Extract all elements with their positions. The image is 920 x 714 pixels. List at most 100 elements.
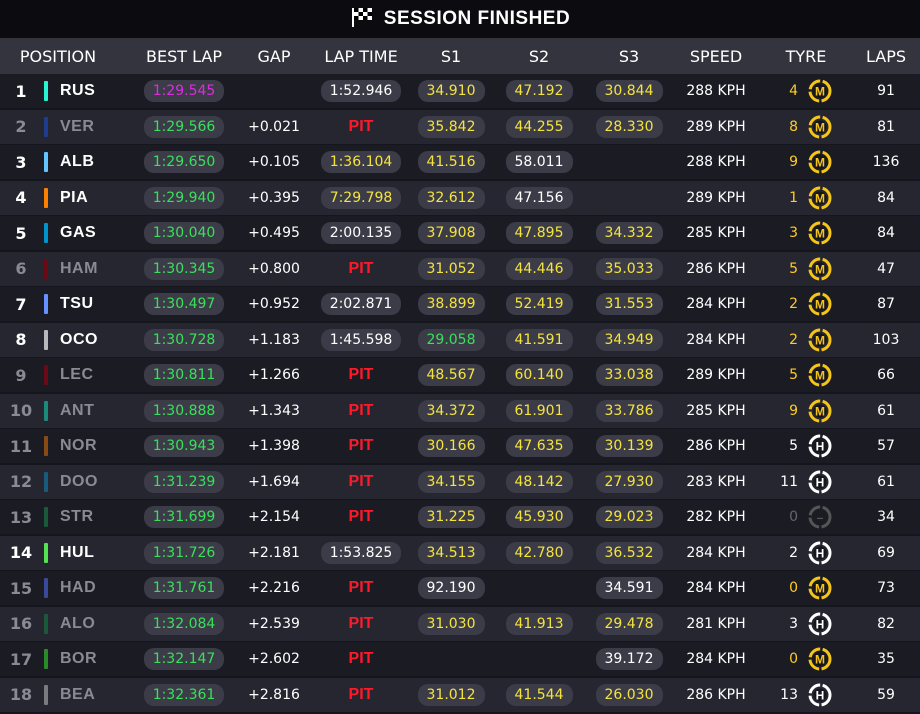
table-row[interactable]: 14 HUL 1:31.726 +2.181 1:53.825 34.513 42.780 3…: [0, 535, 920, 570]
sector-s1-value: 34.372: [417, 399, 485, 422]
sector-s1-cell: 31.225: [412, 500, 490, 534]
laps-count: 61: [877, 402, 895, 419]
lap-time-value: 1:52.946: [320, 80, 402, 102]
table-row[interactable]: 3 ALB 1:29.650 +0.105 1:36.104 41.516 58.011 28…: [0, 145, 920, 179]
table-row[interactable]: 13 STR 1:31.699 +2.154 PIT 31.225 45.930 29.023…: [0, 500, 920, 534]
best-lap-value: 1:30.888: [143, 399, 225, 422]
table-row[interactable]: 6 HAM 1:30.345 +0.800 PIT 31.052 44.446 35.033 2…: [0, 251, 920, 286]
sector-s1-value: 48.567: [417, 364, 485, 386]
sector-s2-value: 44.446: [505, 257, 573, 280]
table-row[interactable]: 15 HAD 1:31.761 +2.216 PIT 92.190 34.591 284 KP…: [0, 571, 920, 605]
lap-time-cell: PIT: [322, 642, 400, 676]
table-row[interactable]: 17 BOR 1:32.147 +2.602 PIT 39.172 284 KPH 0 M 35: [0, 642, 920, 676]
laps-count: 34: [877, 509, 895, 525]
tyre-age: 0: [789, 651, 798, 667]
lap-time-cell: 7:29.798: [320, 181, 402, 215]
sector-s2-cell: 52.419: [500, 287, 578, 321]
sector-s3-value: 30.844: [595, 80, 663, 102]
table-row[interactable]: 10 ANT 1:30.888 +1.343 PIT 34.372 61.901 33.786…: [0, 393, 920, 428]
table-row[interactable]: 2 VER 1:29.566 +0.021 PIT 35.842 44.255 28.330 2…: [0, 109, 920, 144]
table-row[interactable]: 1 RUS 1:29.545 1:52.946 34.910 47.192 30.844 28…: [0, 74, 920, 108]
driver-code: GAS: [60, 224, 97, 241]
team-color-bar: [44, 436, 48, 456]
sector-s1-cell: 35.842: [412, 110, 490, 144]
speed-value: 284 KPH: [686, 296, 746, 312]
lap-time-cell: 2:00.135: [320, 216, 402, 250]
svg-text:M: M: [815, 156, 825, 170]
driver-code: BEA: [60, 685, 96, 703]
team-color-bar: [44, 649, 48, 669]
table-row[interactable]: 18 BEA 1:32.361 +2.816 PIT 31.012 41.544 26.030…: [0, 677, 920, 712]
sector-s3-cell: [590, 145, 668, 179]
header-gap[interactable]: GAP: [257, 47, 291, 66]
position-number: 3: [15, 152, 27, 172]
best-lap-value: 1:30.345: [143, 257, 225, 280]
svg-text:M: M: [815, 404, 825, 418]
table-row[interactable]: 12 DOO 1:31.239 +1.694 PIT 34.155 48.142 27.930…: [0, 464, 920, 499]
header-best-lap[interactable]: BEST LAP: [146, 47, 222, 66]
lap-time-value: 2:02.871: [320, 293, 402, 315]
header-laps[interactable]: LAPS: [865, 47, 907, 66]
checkered-flag-icon: [350, 6, 374, 32]
team-color-bar: [44, 152, 48, 172]
gap-value: +1.266: [248, 367, 300, 383]
laps-count: 136: [872, 154, 900, 170]
sector-s2-value: 47.156: [505, 186, 573, 209]
table-row[interactable]: 9 LEC 1:30.811 +1.266 PIT 48.567 60.140 33.038 2…: [0, 358, 920, 392]
table-row[interactable]: 4 PIA 1:29.940 +0.395 7:29.798 32.612 47.156 28…: [0, 180, 920, 215]
best-lap-cell: 1:29.940: [143, 181, 225, 215]
lap-time-cell: PIT: [322, 678, 400, 712]
header-s2[interactable]: S2: [528, 47, 550, 66]
speed-value: 283 KPH: [686, 473, 746, 490]
sector-s2-value: 47.635: [505, 435, 573, 457]
sector-s1-cell: 34.155: [412, 465, 490, 499]
sector-s1-value: 37.908: [417, 222, 485, 244]
svg-text:M: M: [815, 369, 825, 383]
sector-s2-cell: [500, 642, 578, 676]
sector-s2-value: 44.255: [505, 115, 573, 138]
best-lap-cell: 1:30.943: [143, 429, 225, 463]
sector-s2-value: 47.895: [505, 222, 573, 244]
best-lap-cell: 1:30.888: [143, 394, 225, 428]
table-row[interactable]: 11 NOR 1:30.943 +1.398 PIT 30.166 47.635 30.139…: [0, 429, 920, 463]
table-row[interactable]: 7 TSU 1:30.497 +0.952 2:02.871 38.899 52.419 31…: [0, 287, 920, 321]
driver-code: LEC: [60, 366, 94, 383]
tyre-age: 0: [789, 580, 798, 596]
table-row[interactable]: 8 OCO 1:30.728 +1.183 1:45.598 29.058 41.591 34…: [0, 322, 920, 357]
medium-tyre-icon: M: [806, 571, 834, 605]
pit-indicator: PIT: [348, 259, 374, 277]
sector-s1-cell: 37.908: [412, 216, 490, 250]
laps-count: 81: [877, 118, 895, 135]
sector-s1-value: 38.899: [417, 293, 485, 315]
header-lap-time[interactable]: LAP TIME: [324, 47, 398, 66]
tyre-age: 5: [789, 260, 798, 277]
table-row[interactable]: 5 GAS 1:30.040 +0.495 2:00.135 37.908 47.895 34…: [0, 216, 920, 250]
best-lap-value: 1:32.361: [143, 683, 225, 706]
header-position[interactable]: POSITION: [19, 47, 97, 66]
sector-s1-value: 34.155: [417, 470, 485, 493]
header-s1[interactable]: S1: [440, 47, 462, 66]
medium-tyre-icon: M: [806, 216, 834, 250]
best-lap-value: 1:30.497: [143, 293, 225, 315]
sector-s3-value: 34.591: [595, 577, 663, 599]
svg-text:M: M: [815, 298, 825, 312]
team-color-bar: [44, 471, 48, 492]
header-tyre[interactable]: TYRE: [785, 47, 827, 66]
driver-code: RUS: [60, 82, 96, 99]
driver-code: PIA: [60, 188, 89, 206]
sector-s2-cell: 60.140: [500, 358, 578, 392]
sector-s1-value: 30.166: [417, 435, 485, 457]
laps-count: 57: [877, 438, 895, 454]
speed-value: 284 KPH: [686, 331, 746, 348]
hard-tyre-icon: H: [806, 678, 834, 712]
sector-s2-value: 61.901: [505, 399, 573, 422]
svg-text:–: –: [817, 511, 824, 525]
header-speed[interactable]: SPEED: [689, 47, 743, 66]
laps-count: 91: [877, 83, 895, 99]
header-s3[interactable]: S3: [618, 47, 640, 66]
table-row[interactable]: 16 ALO 1:32.084 +2.539 PIT 31.030 41.913 29.478…: [0, 606, 920, 641]
tyre-age: 0: [789, 509, 798, 525]
speed-value: 289 KPH: [686, 367, 746, 383]
sector-s3-value: 28.330: [595, 115, 663, 138]
team-color-bar: [44, 81, 48, 101]
